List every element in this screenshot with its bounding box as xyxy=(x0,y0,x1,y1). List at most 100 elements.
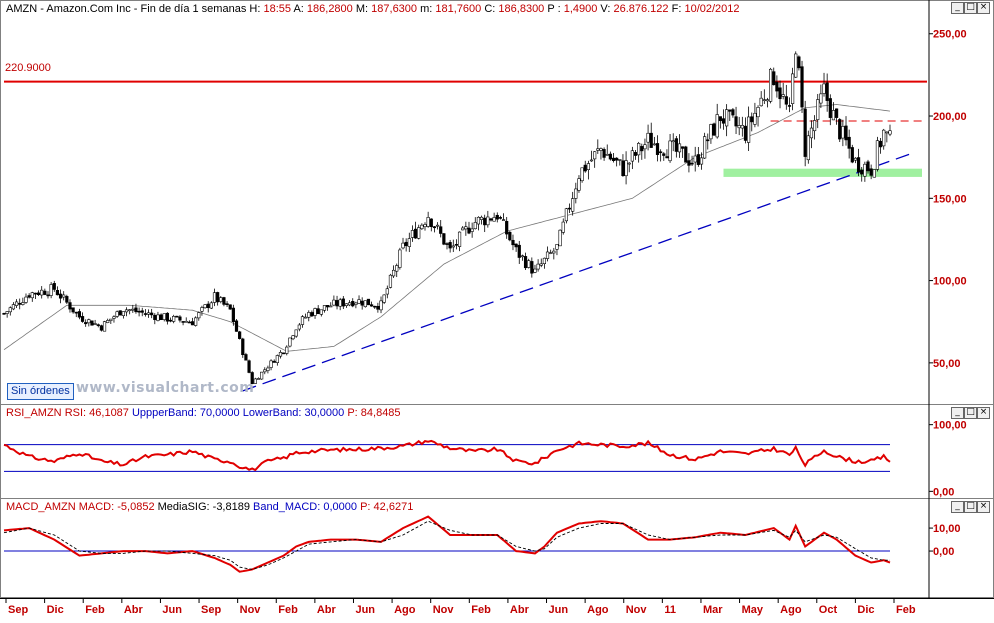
macd-minimize-button[interactable]: _ xyxy=(951,501,964,513)
candle-body xyxy=(102,321,107,332)
candle-body xyxy=(288,337,292,347)
candle-body xyxy=(737,125,741,129)
candle-body xyxy=(637,143,641,156)
candle-body xyxy=(55,290,60,296)
candle-body xyxy=(781,94,785,97)
macd-y-tick-label: 0,00 xyxy=(933,546,954,558)
candle-body xyxy=(335,300,339,307)
candle-body xyxy=(715,114,719,138)
candle-body xyxy=(90,320,94,326)
x-tick-label: Jun xyxy=(162,604,182,616)
candle-body xyxy=(486,216,490,226)
candle-body xyxy=(888,130,892,135)
candle-body xyxy=(593,151,597,160)
candle-body xyxy=(388,274,393,288)
candle-body xyxy=(40,289,44,296)
candle-body xyxy=(775,81,779,92)
candle-body xyxy=(561,221,565,233)
x-tick-label: Nov xyxy=(433,604,455,616)
candle-body xyxy=(709,124,713,140)
candle-body xyxy=(841,126,845,139)
rsi-maximize-button[interactable]: □ xyxy=(964,407,977,419)
no-orders-button[interactable]: Sin órdenes xyxy=(7,383,74,400)
x-tick-label: Oct xyxy=(819,604,838,616)
candle-body xyxy=(875,140,880,170)
candle-body xyxy=(778,87,782,100)
candle-body xyxy=(363,300,367,308)
candle-body xyxy=(407,238,411,247)
change-value: 1,4900 xyxy=(563,3,598,15)
high-value: 187,6300 xyxy=(371,3,418,15)
candle-body xyxy=(627,162,631,165)
x-tick-label: Abr xyxy=(124,604,144,616)
candle-body xyxy=(376,305,380,310)
candle-body xyxy=(599,148,603,151)
x-tick-label: Jun xyxy=(355,604,375,616)
candle-body xyxy=(222,297,226,305)
candle-body xyxy=(825,82,829,101)
candle-body xyxy=(231,307,235,322)
macd-signal-value: -3,8189 xyxy=(212,501,250,513)
candle-body xyxy=(93,323,97,325)
candle-body xyxy=(608,153,612,160)
candle-body xyxy=(844,125,848,141)
candle-body xyxy=(492,217,496,222)
candle-body xyxy=(143,313,147,315)
candle-body xyxy=(596,148,600,151)
rsi-minimize-button[interactable]: _ xyxy=(951,407,964,419)
candle-body xyxy=(341,298,345,307)
candle-body xyxy=(847,136,851,149)
main-minimize-button[interactable]: _ xyxy=(951,2,964,14)
candle-body xyxy=(168,319,173,322)
main-maximize-button[interactable]: □ xyxy=(964,2,977,14)
candle-body xyxy=(212,292,217,303)
main-close-button[interactable]: × xyxy=(977,2,990,14)
candle-body xyxy=(423,224,427,228)
candle-body xyxy=(435,224,440,227)
candle-body xyxy=(439,226,443,234)
candle-body xyxy=(655,143,660,155)
candle-body xyxy=(373,305,377,308)
candle-body xyxy=(470,228,474,232)
candle-body xyxy=(756,107,760,118)
macd-period-value: 42,6271 xyxy=(373,501,414,513)
macd-close-button[interactable]: × xyxy=(977,501,990,513)
x-tick-label: Ago xyxy=(394,604,416,616)
candle-body xyxy=(819,93,823,104)
rsi-period-value: 84,8485 xyxy=(360,407,401,419)
candle-body xyxy=(838,119,842,140)
candle-body xyxy=(134,307,138,313)
candle-body xyxy=(555,244,559,250)
candle-body xyxy=(803,108,807,157)
candle-body xyxy=(816,99,820,120)
rsi-lower-value: 30,0000 xyxy=(304,407,345,419)
candle-body xyxy=(693,155,697,163)
company-name: Amazon.Com Inc xyxy=(46,3,131,15)
candle-body xyxy=(589,159,594,162)
candle-body xyxy=(178,316,182,321)
candle-body xyxy=(483,217,487,226)
candle-body xyxy=(150,312,154,316)
candle-body xyxy=(190,321,195,326)
candle-body xyxy=(652,143,656,146)
candle-body xyxy=(99,325,103,331)
candle-body xyxy=(329,305,333,308)
period-label: Fin de día 1 semanas xyxy=(140,3,247,15)
candle-body xyxy=(611,157,616,161)
rsi-close-button[interactable]: × xyxy=(977,407,990,419)
candle-body xyxy=(797,56,801,69)
candle-body xyxy=(238,331,242,339)
candle-body xyxy=(684,146,688,163)
candle-body xyxy=(527,260,531,268)
candle-body xyxy=(863,163,867,177)
candle-body xyxy=(285,346,289,354)
candle-body xyxy=(159,314,163,321)
candle-body xyxy=(209,302,213,309)
macd-maximize-button[interactable]: □ xyxy=(964,501,977,513)
candle-body xyxy=(674,138,678,152)
candle-body xyxy=(172,316,176,322)
y-tick-label: 250,00 xyxy=(933,29,967,41)
candle-body xyxy=(583,164,587,172)
candle-body xyxy=(244,354,248,361)
candle-body xyxy=(112,316,116,319)
